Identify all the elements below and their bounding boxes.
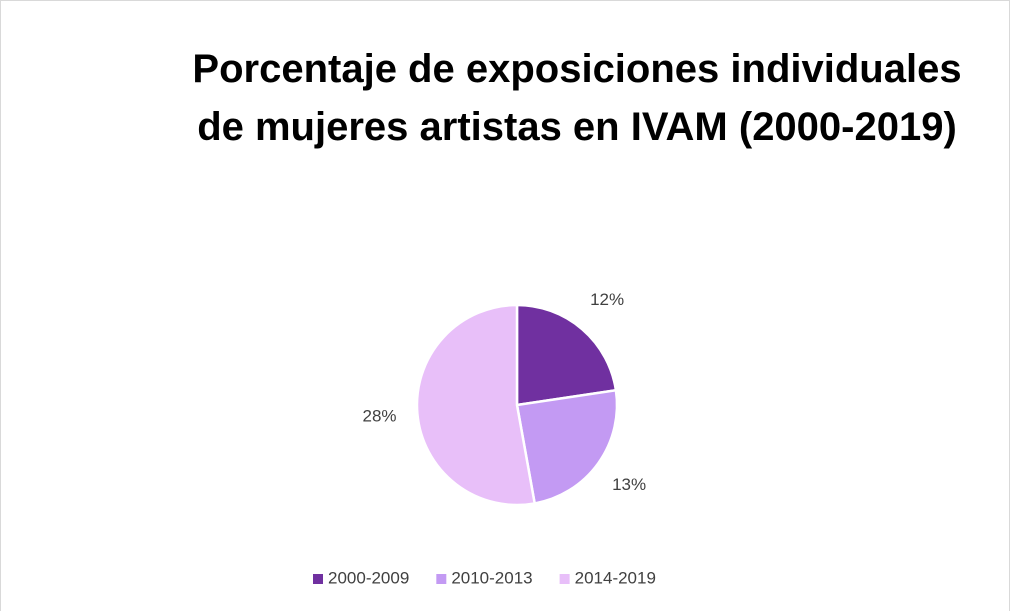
legend-swatch [313, 574, 323, 584]
data-label: 28% [363, 407, 397, 426]
legend-label: 2000-2009 [328, 568, 409, 587]
legend-label: 2010-2013 [451, 568, 532, 587]
data-label: 12% [590, 290, 624, 309]
legend-label: 2014-2019 [575, 568, 656, 587]
legend-swatch [436, 574, 447, 584]
pie-slice [515, 388, 619, 505]
chart-title: Porcentaje de exposiciones individuales … [192, 47, 962, 149]
pie-slice [515, 303, 618, 407]
pie-slice [415, 303, 537, 507]
legend-swatch [559, 574, 570, 584]
data-label: 13% [612, 475, 646, 494]
